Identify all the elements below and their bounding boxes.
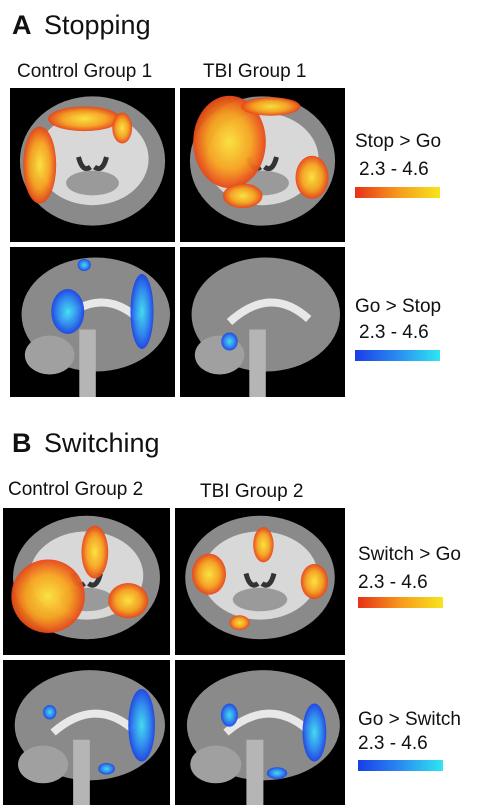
activation xyxy=(98,763,115,775)
colorbar xyxy=(355,187,440,198)
deep-gray xyxy=(66,171,119,196)
activation xyxy=(23,127,56,204)
deep-gray xyxy=(233,588,287,612)
legend-range: 2.3 - 4.6 xyxy=(358,573,428,592)
brain-images xyxy=(0,0,480,809)
brainstem xyxy=(73,740,90,805)
panel-letter: B xyxy=(12,430,32,457)
activation xyxy=(43,705,56,720)
brainstem xyxy=(79,330,96,398)
brainstem xyxy=(249,330,265,398)
brain-sagittal xyxy=(180,247,345,397)
activation xyxy=(112,113,132,144)
brainstem xyxy=(246,740,263,805)
brain-sagittal xyxy=(175,660,345,805)
activation xyxy=(192,554,226,595)
column-label: Control Group 1 xyxy=(17,62,152,81)
colorbar xyxy=(358,760,443,771)
colorbar xyxy=(355,350,440,361)
legend-label: Stop > Go xyxy=(355,132,441,151)
legend-label: Go > Switch xyxy=(358,710,461,729)
legend-range: 2.3 - 4.6 xyxy=(359,160,429,179)
activation xyxy=(221,704,238,727)
activation xyxy=(223,183,263,208)
brain-sagittal xyxy=(3,660,170,805)
legend-label: Switch > Go xyxy=(358,545,461,564)
figure: A Stopping Control Group 1 TBI Group 1 S… xyxy=(0,0,480,809)
legend-label: Go > Stop xyxy=(355,297,441,316)
activation xyxy=(267,767,287,779)
colorbar xyxy=(358,597,443,608)
activation xyxy=(128,689,155,762)
brain-coronal xyxy=(175,508,345,655)
activation xyxy=(221,333,238,351)
column-label: Control Group 2 xyxy=(8,480,143,499)
activation xyxy=(303,704,327,762)
activation xyxy=(241,97,300,115)
activation xyxy=(253,527,273,562)
activation xyxy=(229,615,249,630)
brain-coronal xyxy=(10,88,175,242)
column-label: TBI Group 1 xyxy=(203,62,307,81)
legend-range: 2.3 - 4.6 xyxy=(359,323,429,342)
cerebellum xyxy=(190,746,241,784)
activation xyxy=(296,156,329,199)
activation xyxy=(108,583,148,618)
activation xyxy=(130,274,153,349)
legend-range: 2.3 - 4.6 xyxy=(358,734,428,753)
cerebellum xyxy=(25,336,75,375)
column-label: TBI Group 2 xyxy=(200,482,304,501)
panel-title: Switching xyxy=(44,430,160,457)
brain-sagittal xyxy=(10,247,175,397)
activation xyxy=(78,259,91,271)
activation xyxy=(48,106,121,131)
brain-coronal xyxy=(180,88,345,242)
panel-title: Stopping xyxy=(44,12,151,39)
activation xyxy=(81,526,108,579)
cerebellum xyxy=(18,746,68,784)
activation xyxy=(301,564,328,599)
activation xyxy=(51,289,84,334)
panel-letter: A xyxy=(12,12,32,39)
brain-coronal xyxy=(3,508,170,655)
activation xyxy=(11,559,84,633)
